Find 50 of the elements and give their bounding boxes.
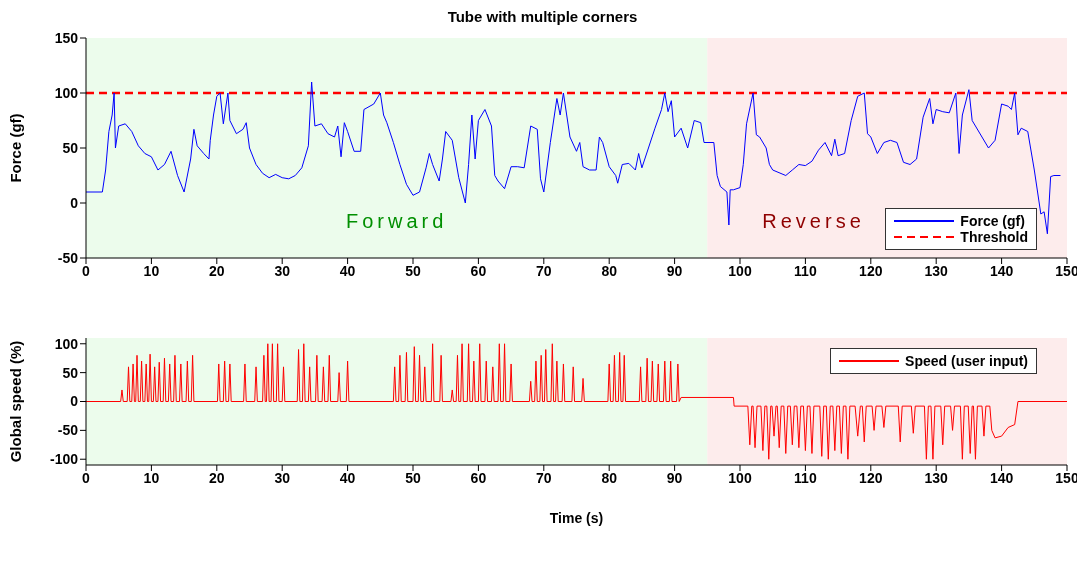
x-axis-title: Time (s) bbox=[549, 510, 604, 526]
x-tick-label: 110 bbox=[794, 469, 817, 486]
x-tick-label: 30 bbox=[274, 469, 291, 486]
x-tick-label: 30 bbox=[274, 262, 291, 279]
x-tick-label: 50 bbox=[405, 469, 421, 486]
y-tick-label: 50 bbox=[62, 139, 79, 156]
x-tick-label: 120 bbox=[859, 262, 883, 279]
x-tick-label: 0 bbox=[82, 262, 91, 279]
x-tick-label: 40 bbox=[339, 262, 356, 279]
x-tick-label: 40 bbox=[339, 469, 356, 486]
x-tick-label: 60 bbox=[470, 262, 487, 279]
x-tick-label: 140 bbox=[989, 469, 1014, 486]
y-tick-label: 0 bbox=[70, 194, 79, 211]
chart-title: Tube with multiple corners bbox=[446, 8, 639, 27]
y-tick-label: -50 bbox=[57, 422, 79, 439]
legend-label: Force (gf) bbox=[960, 213, 1025, 229]
y-tick-label: 50 bbox=[62, 364, 79, 381]
band-label: Forward bbox=[345, 210, 448, 232]
x-tick-label: 20 bbox=[209, 262, 225, 279]
y-axis-title: Global speed (%) bbox=[7, 340, 25, 463]
y-tick-label: -50 bbox=[57, 249, 79, 266]
y-tick-label: 0 bbox=[70, 393, 79, 410]
x-tick-label: 140 bbox=[989, 262, 1014, 279]
y-tick-label: -100 bbox=[49, 451, 79, 468]
legend-label: Speed (user input) bbox=[905, 353, 1028, 369]
legend-label: Threshold bbox=[960, 229, 1028, 245]
x-tick-label: 80 bbox=[601, 262, 618, 279]
line-series bbox=[86, 343, 1067, 460]
x-tick-label: 110 bbox=[794, 262, 817, 279]
x-tick-label: 10 bbox=[143, 262, 160, 279]
x-tick-label: 60 bbox=[470, 469, 487, 486]
x-tick-label: 20 bbox=[209, 469, 225, 486]
x-tick-label: 90 bbox=[666, 262, 683, 279]
y-tick-label: 100 bbox=[54, 84, 79, 101]
x-tick-label: 70 bbox=[536, 262, 552, 279]
x-tick-label: 130 bbox=[924, 469, 949, 486]
x-tick-label: 50 bbox=[405, 262, 421, 279]
x-tick-label: 90 bbox=[666, 469, 683, 486]
x-tick-label: 10 bbox=[143, 469, 160, 486]
x-tick-label: 100 bbox=[728, 262, 752, 279]
band-label: Reverse bbox=[762, 210, 865, 232]
x-tick-label: 100 bbox=[728, 469, 752, 486]
y-tick-label: 150 bbox=[54, 29, 79, 46]
x-tick-label: 0 bbox=[82, 469, 91, 486]
x-tick-label: 70 bbox=[536, 469, 552, 486]
y-axis-title: Force (gf) bbox=[7, 113, 25, 183]
x-tick-label: 120 bbox=[859, 469, 883, 486]
x-tick-label: 80 bbox=[601, 469, 618, 486]
x-tick-label: 130 bbox=[924, 262, 949, 279]
y-tick-label: 100 bbox=[54, 335, 79, 352]
